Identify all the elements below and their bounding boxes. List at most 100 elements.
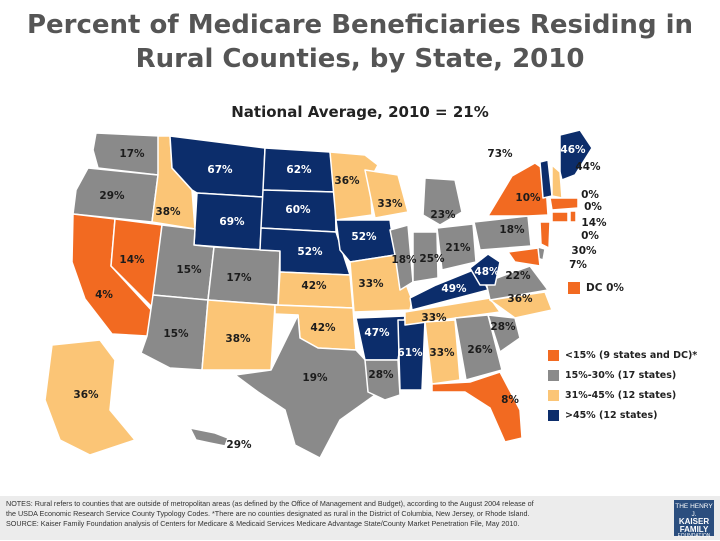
- label-ne: 52%: [297, 246, 323, 258]
- label-mi: 23%: [430, 209, 456, 221]
- state-ak: [44, 339, 136, 456]
- notes: NOTES: Rural refers to counties that are…: [6, 499, 666, 528]
- label-nd: 62%: [286, 164, 312, 176]
- title-line-2: Rural Counties, by State, 2010: [135, 44, 585, 74]
- legend-item-lt15: <15% (9 states and DC)*: [548, 345, 718, 365]
- label-mn: 36%: [334, 175, 360, 187]
- state-in: [412, 231, 439, 283]
- label-nv: 14%: [119, 254, 145, 266]
- label-tn: 33%: [421, 312, 447, 324]
- state-ny: [487, 162, 549, 217]
- national-average: National Average, 2010 = 21%: [231, 103, 489, 121]
- label-nh: 44%: [575, 161, 601, 173]
- state-ri: [569, 210, 577, 223]
- label-wi: 33%: [377, 198, 403, 210]
- state-va: [485, 265, 549, 301]
- state-md: [507, 247, 541, 267]
- label-ny: 10%: [515, 192, 541, 204]
- label-ak: 36%: [73, 389, 99, 401]
- notes-line-1: NOTES: Rural refers to counties that are…: [6, 499, 534, 508]
- label-va: 22%: [505, 270, 531, 282]
- state-nc: [489, 291, 553, 319]
- label-de: 30%: [571, 245, 597, 257]
- footer: NOTES: Rural refers to counties that are…: [0, 496, 720, 540]
- label-wy: 69%: [219, 216, 245, 228]
- label-pa: 18%: [499, 224, 525, 236]
- kaiser-logo: THE HENRY J. KAISER FAMILY FOUNDATION: [674, 500, 714, 539]
- state-al: [424, 319, 461, 385]
- state-ma: [549, 197, 579, 211]
- dc-swatch: [568, 282, 580, 294]
- label-ky: 49%: [441, 283, 467, 295]
- legend-item-high: 31%-45% (12 states): [548, 385, 718, 405]
- label-fl: 8%: [501, 394, 519, 406]
- state-ct: [551, 211, 569, 223]
- state-wi: [364, 169, 409, 219]
- legend: <15% (9 states and DC)* 15%-30% (17 stat…: [548, 345, 718, 425]
- label-ri: 0%: [584, 201, 602, 213]
- state-wv: [469, 253, 501, 286]
- label-sc: 28%: [490, 321, 516, 333]
- label-ca: 4%: [95, 289, 113, 301]
- us-map: 17% 29% 4% 14% 38% 67% 69% 15% 15% 17% 38% 62% 60% 52…: [44, 129, 607, 459]
- label-ms: 61%: [397, 347, 423, 359]
- state-nj: [539, 221, 551, 249]
- legend-item-gt45: >45% (12 states): [548, 405, 718, 425]
- label-ok: 42%: [310, 322, 336, 334]
- label-nj: 0%: [581, 230, 599, 242]
- label-az: 15%: [163, 328, 189, 340]
- label-al: 33%: [429, 347, 455, 359]
- label-md: 7%: [569, 259, 587, 271]
- state-tx: [234, 314, 376, 459]
- legend-swatch-lt15: [548, 349, 559, 361]
- logo-line-2: KAISER: [678, 517, 710, 526]
- state-oh: [436, 223, 477, 271]
- label-nc: 36%: [507, 293, 533, 305]
- label-vt: 73%: [487, 148, 513, 160]
- logo-line-4: FOUNDATION: [677, 533, 711, 539]
- label-or: 29%: [99, 190, 125, 202]
- label-mo: 33%: [358, 278, 384, 290]
- label-ut: 15%: [176, 264, 202, 276]
- label-ma: 0%: [581, 189, 599, 201]
- label-ct: 14%: [581, 217, 607, 229]
- legend-label-mid: 15%-30% (17 states): [565, 369, 677, 381]
- state-sc: [487, 314, 521, 353]
- state-vt: [539, 159, 553, 199]
- label-id: 38%: [155, 206, 181, 218]
- slide-title: Percent of Medicare Beneficiaries Residi…: [20, 8, 700, 76]
- title-line-1: Percent of Medicare Beneficiaries Residi…: [26, 10, 694, 40]
- state-la: [364, 359, 401, 401]
- label-sd: 60%: [285, 204, 311, 216]
- label-tx: 19%: [302, 372, 328, 384]
- label-il: 18%: [391, 254, 417, 266]
- logo-line-3: FAMILY: [679, 524, 709, 534]
- label-nm: 38%: [225, 333, 251, 345]
- label-wa: 17%: [119, 148, 145, 160]
- legend-label-high: 31%-45% (12 states): [565, 389, 677, 401]
- label-oh: 21%: [445, 242, 471, 254]
- dc-label: DC 0%: [586, 282, 624, 294]
- label-mt: 67%: [207, 164, 233, 176]
- label-ia: 52%: [351, 231, 377, 243]
- state-pa: [473, 215, 532, 251]
- legend-label-lt15: <15% (9 states and DC)*: [565, 349, 698, 361]
- label-wv: 48%: [474, 266, 500, 278]
- state-ga: [454, 314, 503, 381]
- label-hi: 29%: [226, 439, 252, 451]
- state-fl: [431, 371, 523, 443]
- label-ga: 26%: [467, 344, 493, 356]
- notes-line-2: the USDA Economic Research Service Count…: [6, 508, 530, 518]
- state-tn: [404, 297, 501, 326]
- dc-callout: DC 0%: [568, 282, 624, 294]
- logo-line-1: THE HENRY J.: [675, 503, 713, 518]
- label-co: 17%: [226, 272, 252, 284]
- legend-swatch-mid: [548, 369, 559, 381]
- label-la: 28%: [368, 369, 394, 381]
- state-mi: [422, 177, 463, 226]
- label-ar: 47%: [364, 327, 390, 339]
- legend-swatch-high: [548, 389, 559, 401]
- label-me: 46%: [560, 144, 586, 156]
- legend-label-gt45: >45% (12 states): [565, 409, 658, 421]
